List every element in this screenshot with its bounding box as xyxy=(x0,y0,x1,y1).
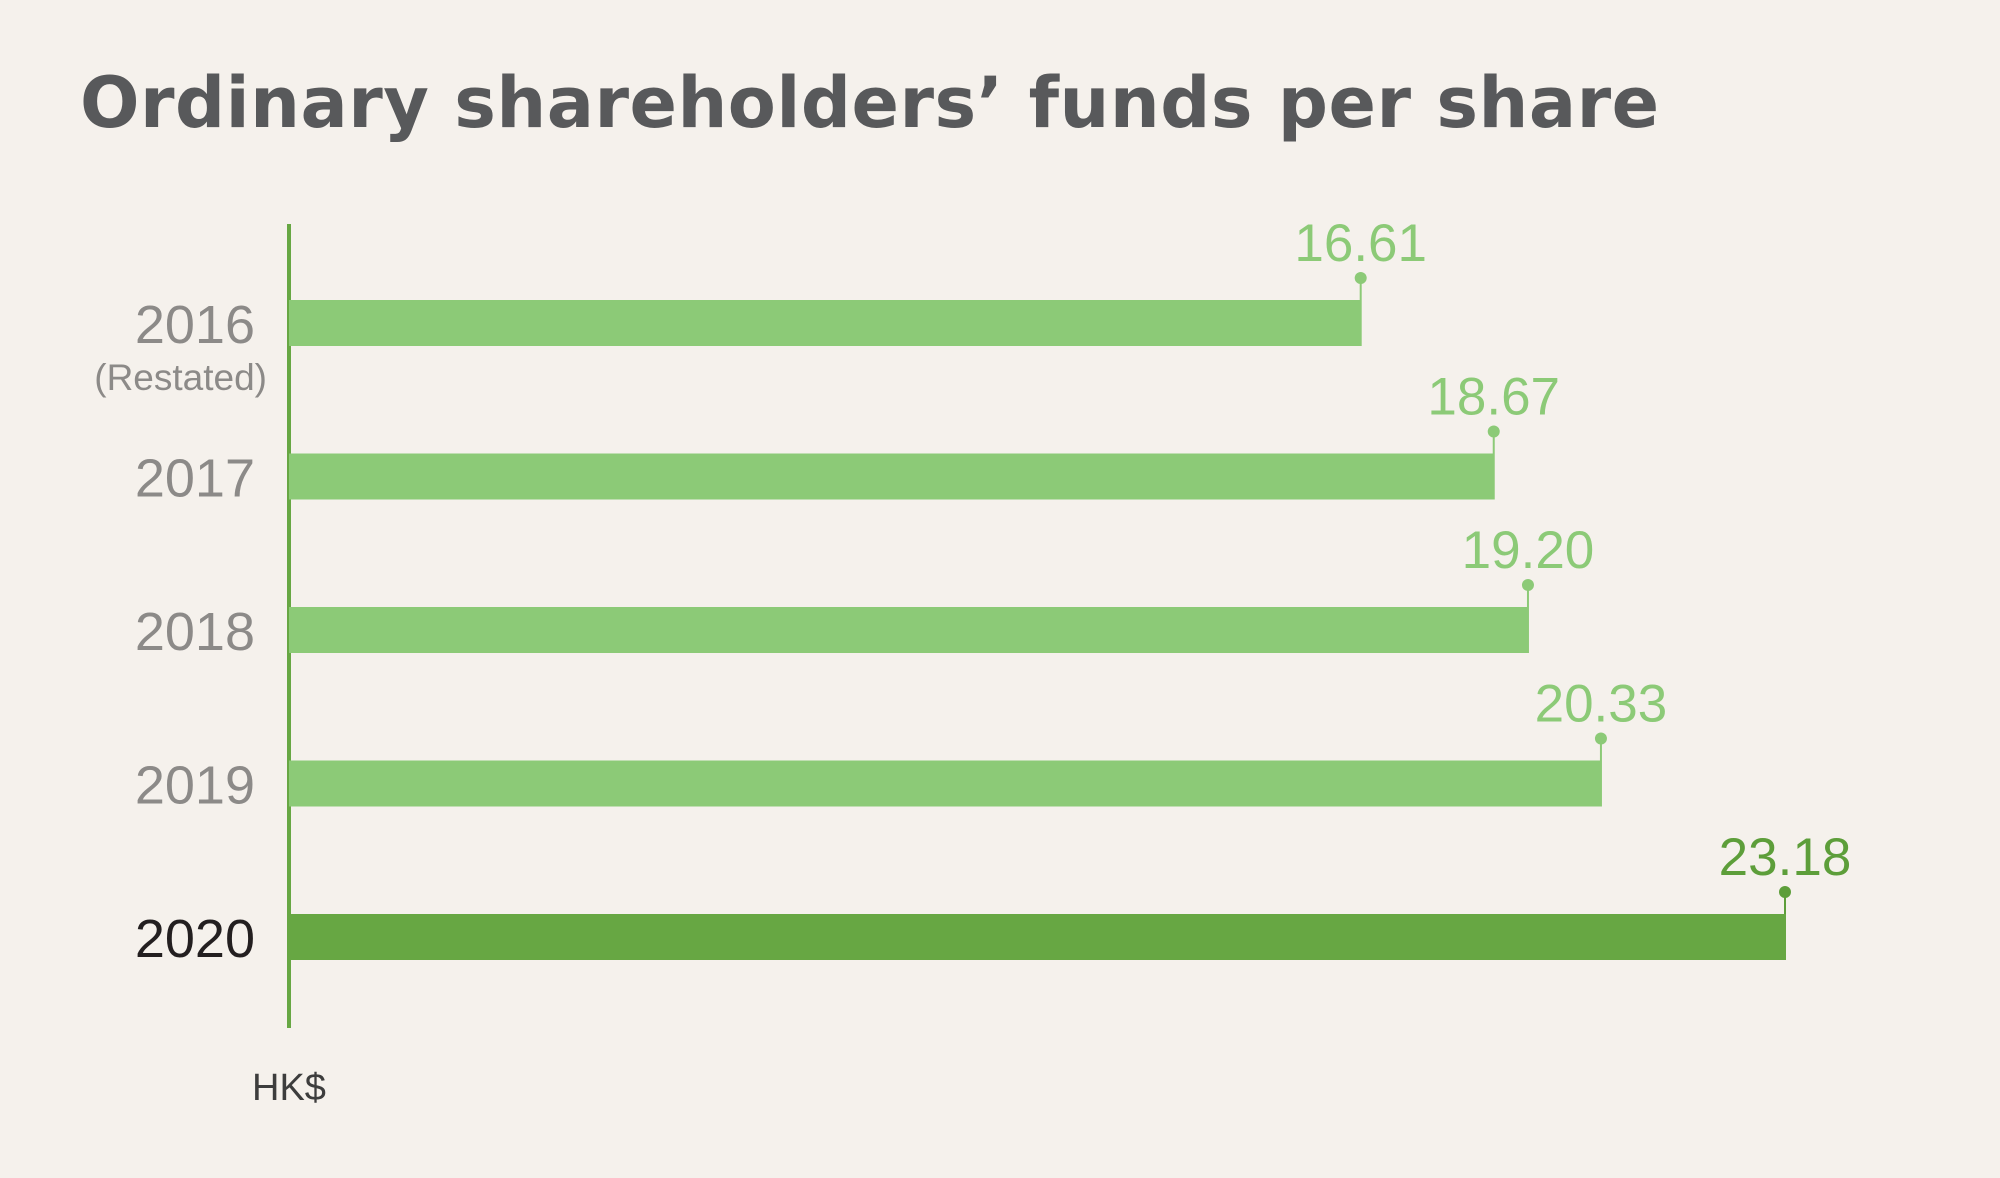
chart-title: Ordinary shareholders’ funds per share xyxy=(80,62,1660,144)
category-label-2016: 2016 xyxy=(135,295,255,355)
value-label-2017: 18.67 xyxy=(1427,368,1560,427)
value-marker-dot-2017 xyxy=(1487,425,1500,438)
value-marker-dot-2016 xyxy=(1354,272,1367,284)
value-marker-dot-2019 xyxy=(1594,732,1607,745)
category-label-2019: 2019 xyxy=(135,756,255,816)
category-label-2018: 2018 xyxy=(135,602,255,662)
value-marker-dot-2018 xyxy=(1521,579,1534,591)
value-label-2016: 16.61 xyxy=(1294,214,1427,273)
category-label-2017: 2017 xyxy=(135,449,255,509)
bars-layer: 16.61 2016(Restated) 18.67 2017 19.20 2018 20.… xyxy=(94,214,1851,969)
value-label-2019: 20.33 xyxy=(1535,675,1668,734)
bar-2019 xyxy=(289,760,1602,807)
bar-2017 xyxy=(289,453,1495,500)
value-marker-dot-2020 xyxy=(1779,886,1791,898)
bar-2016 xyxy=(289,300,1362,346)
bar-2018 xyxy=(289,607,1529,653)
unit-label: HK$ xyxy=(252,1067,326,1109)
category-note-2016: (Restated) xyxy=(94,357,267,398)
value-label-2018: 19.20 xyxy=(1462,521,1595,580)
category-label-2020: 2020 xyxy=(135,909,255,969)
value-label-2020: 23.18 xyxy=(1719,828,1852,887)
bar-2020 xyxy=(289,914,1786,960)
